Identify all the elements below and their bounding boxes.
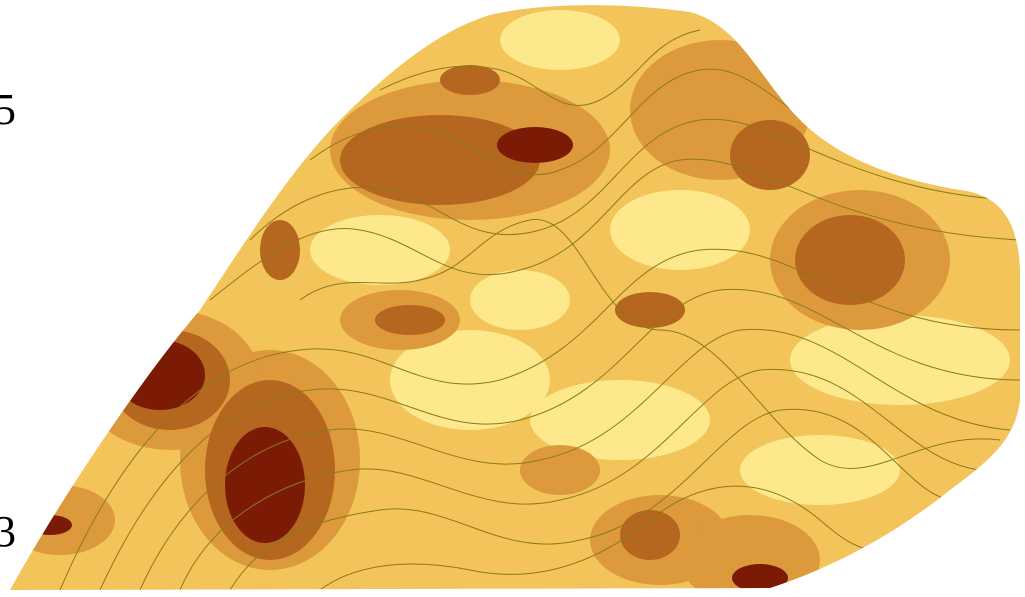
page: 5 3 (() => { const data = JSON.parse(doc… — [0, 0, 1025, 597]
map: 5 3 — [0, 0, 1025, 597]
field — [0, 0, 1025, 597]
label: 3 — [0, 507, 16, 556]
label: 5 — [0, 85, 16, 134]
